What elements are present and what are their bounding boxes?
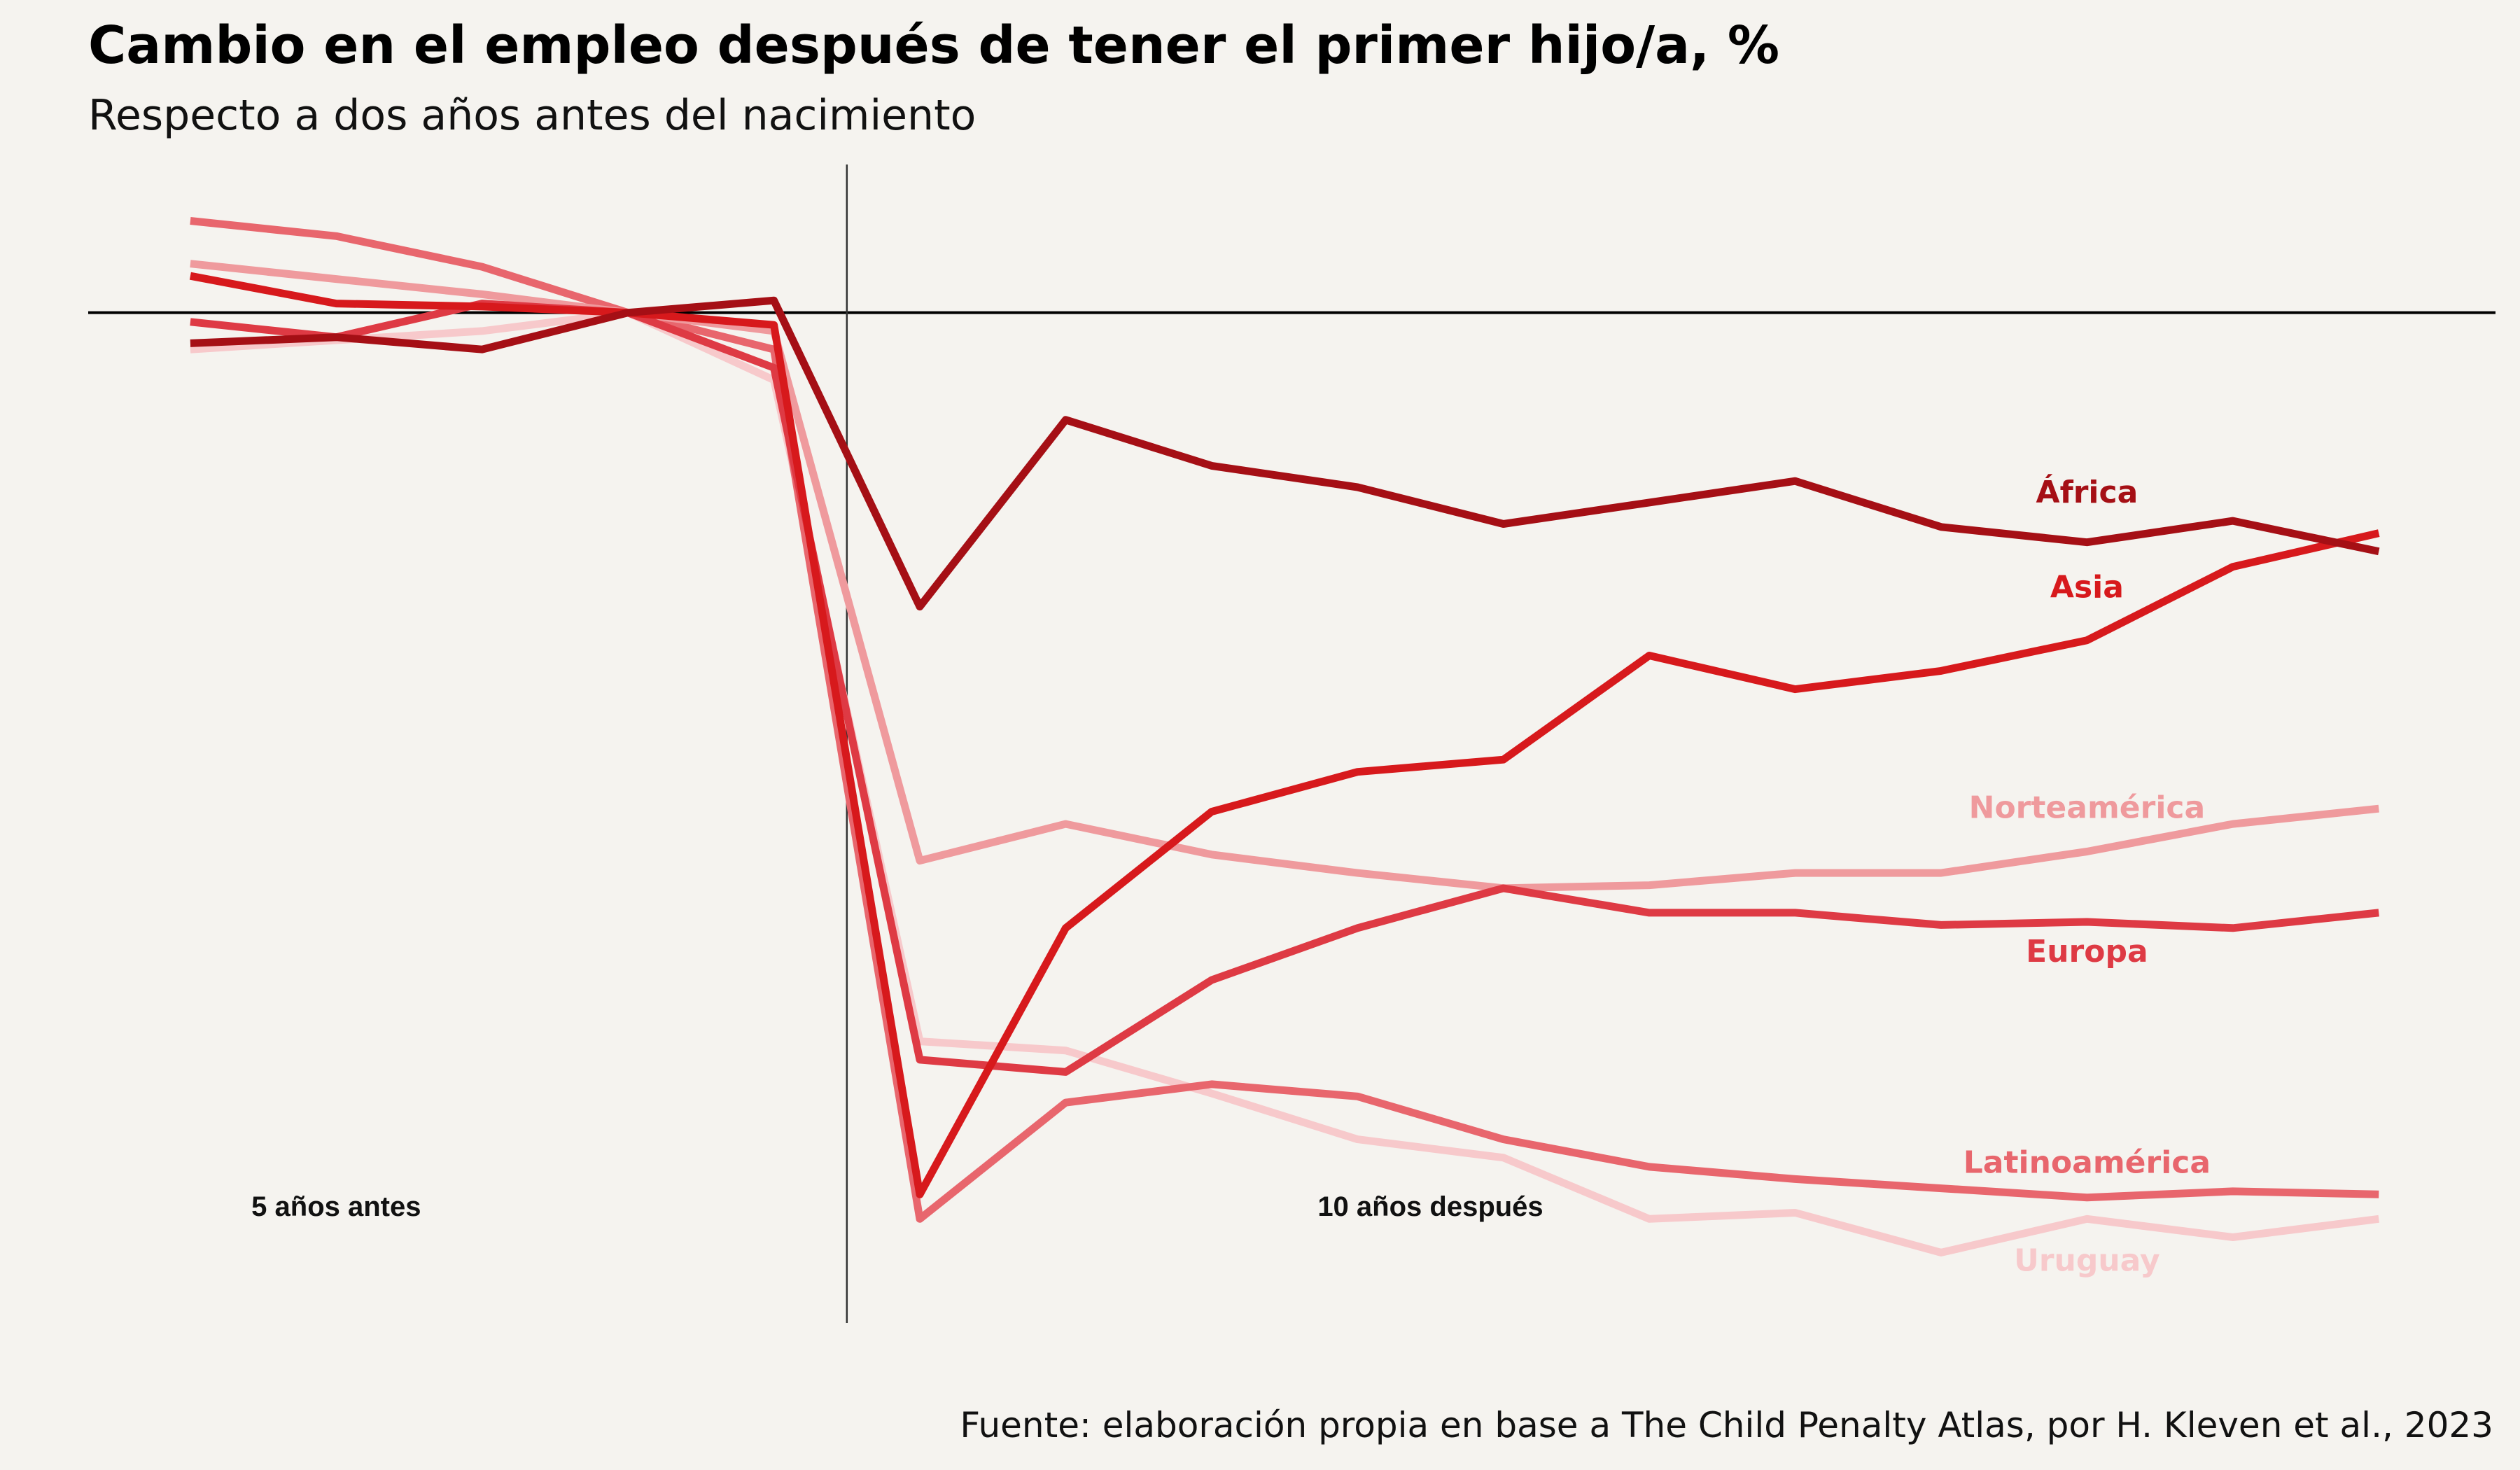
series-label-asia: Asia — [2050, 569, 2124, 605]
series-label-norteamerica: Norteamérica — [1969, 790, 2206, 825]
chart-subtitle: Respecto a dos años antes del nacimiento — [88, 91, 976, 140]
series-line-latinoamerica — [190, 217, 2379, 1223]
chart-title: Cambio en el empleo después de tener el … — [88, 15, 1779, 76]
chart-source: Fuente: elaboración propia en base a The… — [960, 1405, 2493, 1446]
annotation-before: 5 años antes — [251, 1191, 421, 1222]
series-line-asia — [189, 272, 2380, 1198]
series-label-latinoamerica: Latinoamérica — [1963, 1145, 2211, 1181]
series-label-africa: África — [2036, 473, 2138, 510]
series-line-africa — [190, 296, 2380, 611]
series-label-europa: Europa — [2026, 934, 2148, 969]
series-line-norteamerica — [190, 260, 2379, 892]
series-labels: África Asia Norteamérica Europa Latinoaméric… — [1963, 473, 2211, 1279]
annotation-after: 10 años después — [1317, 1191, 1543, 1222]
series-line-uruguay — [190, 309, 2379, 1256]
series-layer — [189, 217, 2380, 1256]
series-label-uruguay: Uruguay — [2014, 1243, 2160, 1279]
